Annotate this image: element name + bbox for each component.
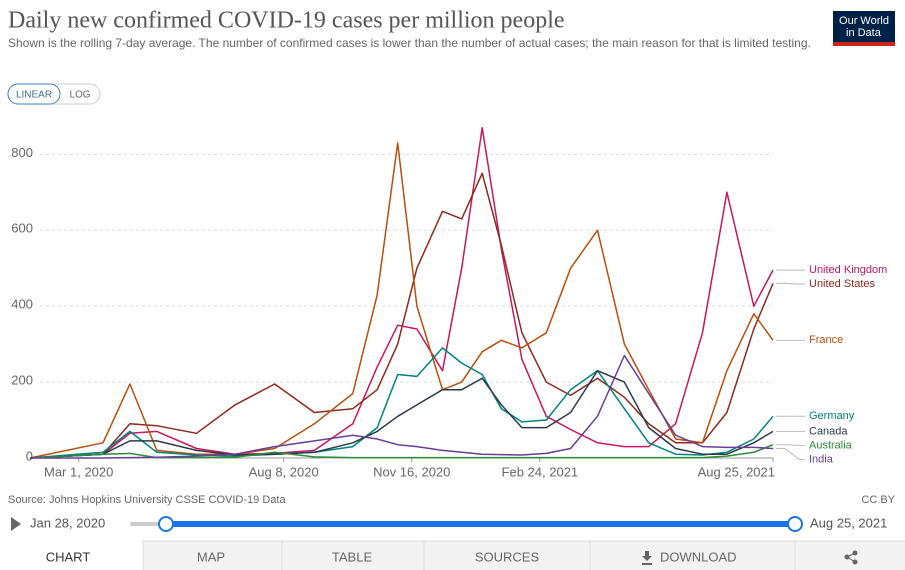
x-tick-label: Feb 24, 2021 xyxy=(502,464,579,479)
tab[interactable]: MAP xyxy=(197,549,225,564)
scale-button[interactable]: LINEAR xyxy=(16,90,52,101)
series-line xyxy=(29,142,774,459)
tab-active[interactable] xyxy=(0,541,143,570)
legend-label: Australia xyxy=(809,439,853,451)
timeline-start: Jan 28, 2020 xyxy=(30,515,105,530)
legend-label: France xyxy=(809,334,843,346)
logo-box xyxy=(833,11,895,46)
license: CC BY xyxy=(861,494,895,506)
timeline-range xyxy=(166,521,795,527)
legend-label: Canada xyxy=(809,425,848,437)
tab[interactable]: SOURCES xyxy=(475,549,540,564)
legend-label: United States xyxy=(809,278,876,290)
plot: 0 200 400 600 800 Mar 1, 2020 Aug 8, 2020 Nov 1… xyxy=(11,127,887,479)
download-icon xyxy=(642,551,652,565)
y-tick-label: 600 xyxy=(11,221,33,236)
x-tick-label: Nov 16, 2020 xyxy=(373,464,450,479)
logo[interactable]: Our World in Data xyxy=(833,11,895,46)
x-tick-label: Mar 1, 2020 xyxy=(44,464,113,479)
timeline-handle[interactable] xyxy=(787,516,803,532)
source: Source: Johns Hopkins University CSSE CO… xyxy=(8,494,286,506)
logo-bar xyxy=(833,42,895,46)
share-icon[interactable] xyxy=(844,550,858,565)
share-link xyxy=(845,552,856,563)
legend-label: India xyxy=(809,453,834,465)
legend-connector xyxy=(776,282,805,285)
subtitle-box: Shown is the rolling 7-day average. The … xyxy=(8,36,811,50)
logo-line: Our World xyxy=(839,15,889,27)
scale-button[interactable]: LOG xyxy=(69,90,90,101)
x-tick-label: Aug 8, 2020 xyxy=(249,464,319,479)
series-line xyxy=(30,354,774,459)
legend-label: United Kingdom xyxy=(809,264,887,276)
tab[interactable]: CHART xyxy=(46,549,91,564)
tab[interactable]: TABLE xyxy=(332,549,373,564)
y-tick-label: 0 xyxy=(26,448,33,463)
chart-subtitle: Shown is the rolling 7-day average. The … xyxy=(8,36,811,50)
y-tick-label: 400 xyxy=(11,297,33,312)
legend-label: Germany xyxy=(809,410,855,422)
series-line xyxy=(29,444,774,459)
y-tick-label: 200 xyxy=(11,373,33,388)
tab[interactable]: DOWNLOAD xyxy=(660,549,737,564)
tab-bar xyxy=(0,541,905,570)
legend-connector xyxy=(776,448,805,460)
series-line xyxy=(29,172,774,459)
play-button[interactable] xyxy=(11,517,21,531)
scale-active[interactable] xyxy=(7,83,61,105)
logo-line: in Data xyxy=(846,27,882,39)
chart-title: Daily new confirmed COVID-19 cases per m… xyxy=(8,8,565,34)
series-line xyxy=(29,127,774,459)
y-tick-label: 800 xyxy=(11,145,33,160)
series-line xyxy=(29,369,774,459)
timeline-handle[interactable] xyxy=(158,516,174,532)
timeline-end: Aug 25, 2021 xyxy=(810,515,887,530)
x-tick-label: Aug 25, 2021 xyxy=(698,464,775,479)
legend-connector xyxy=(776,444,805,446)
